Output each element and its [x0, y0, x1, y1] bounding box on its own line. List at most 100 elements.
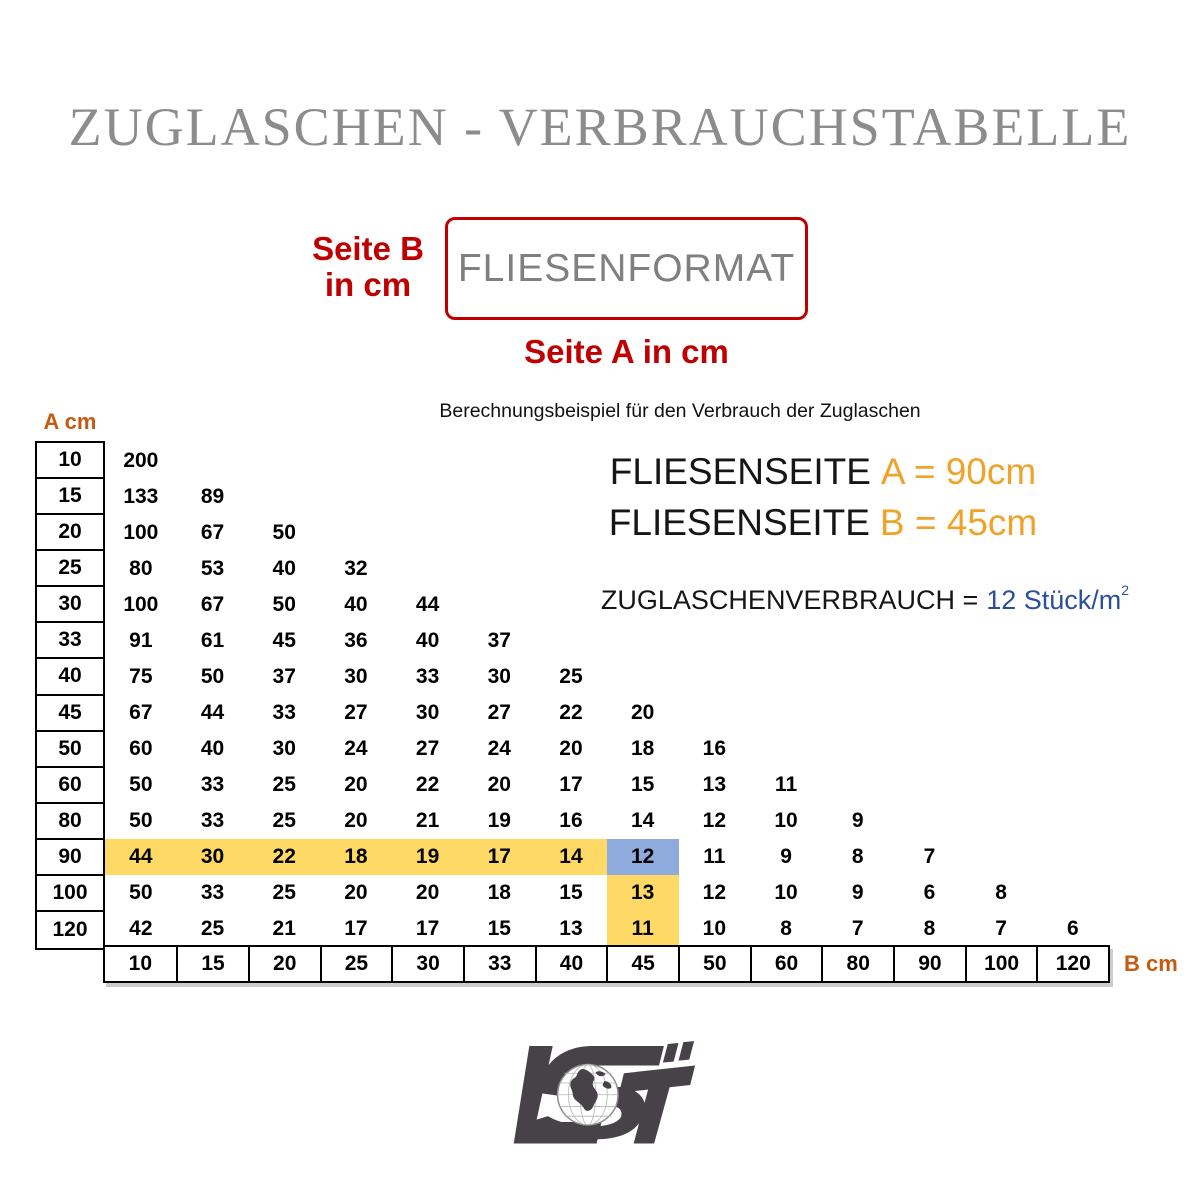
- consumption-cell: 6: [1066, 917, 1079, 940]
- consumption-cell: [965, 623, 1037, 659]
- a-axis-label: A cm: [43, 409, 97, 434]
- consumption-cell: 25: [272, 809, 296, 832]
- consumption-cell: 67: [200, 521, 225, 544]
- tile-side-label-a: FLIESENSEITE: [609, 451, 871, 492]
- tile-side-label-b: FLIESENSEITE: [608, 502, 870, 543]
- consumption-label: ZUGLASCHENVERBRAUCH =: [600, 585, 979, 615]
- consumption-cell: 37: [272, 665, 296, 688]
- consumption-cell: 40: [344, 593, 368, 616]
- consumption-cell: 8: [780, 917, 792, 940]
- consumption-cell: [750, 587, 822, 623]
- consumption-cell: [463, 443, 535, 479]
- consumption-cell: 25: [272, 773, 296, 796]
- consumption-cell: 14: [630, 809, 655, 832]
- consumption-cell: [965, 443, 1037, 479]
- consumption-cell: [965, 695, 1037, 731]
- col-header-cell: 33: [462, 947, 535, 981]
- side-a-value: A = 90cm: [880, 451, 1037, 492]
- consumption-cell: 22: [559, 701, 583, 724]
- consumption-cell: [965, 587, 1037, 623]
- col-header-cell: 90: [893, 947, 965, 981]
- consumption-cell: 100: [123, 521, 159, 544]
- consumption-cell: [822, 695, 894, 731]
- consumption-cell: 24: [344, 737, 368, 760]
- consumption-cell: 89: [200, 485, 225, 508]
- consumption-cell: [894, 551, 966, 587]
- consumption-cell: [177, 443, 249, 479]
- side-b-value: B = 45cm: [879, 502, 1038, 543]
- consumption-cell: 200: [123, 449, 159, 472]
- consumption-cell: 60: [129, 737, 153, 760]
- globe-icon: [556, 1063, 619, 1126]
- consumption-cell: 19: [487, 809, 511, 832]
- consumption-cell: 44: [415, 593, 440, 616]
- consumption-cell: [248, 479, 320, 515]
- consumption-cell: [1037, 587, 1109, 623]
- consumption-cell: 22: [415, 773, 440, 796]
- consumption-cell: 8: [923, 917, 936, 940]
- consumption-cell: [894, 479, 966, 515]
- row-header-cell: 30: [37, 587, 103, 624]
- consumption-cell: [535, 479, 607, 515]
- consumption-cell: 17: [559, 773, 583, 796]
- fliesenformat-box: FLIESENFORMAT: [445, 217, 808, 320]
- consumption-cell: 13: [559, 917, 583, 940]
- consumption-cell: 17: [463, 839, 536, 875]
- consumption-cell: [1037, 515, 1109, 551]
- consumption-cell: [607, 551, 679, 587]
- consumption-cell: [607, 659, 679, 695]
- consumption-cell: [1037, 839, 1109, 875]
- col-header-cell: 100: [964, 947, 1037, 981]
- consumption-cell: 11: [703, 845, 726, 868]
- lst-logo: [513, 1041, 696, 1144]
- consumption-cell: [607, 623, 679, 659]
- consumption-exponent: 2: [1121, 582, 1130, 598]
- example-intro: Berechnungsbeispiel für den Verbrauch de…: [439, 400, 921, 422]
- consumption-cell: 15: [487, 917, 511, 940]
- consumption-cell: 21: [415, 809, 440, 832]
- consumption-cell: [463, 479, 535, 515]
- consumption-cell: [392, 479, 464, 515]
- consumption-cell: [535, 515, 607, 551]
- consumption-cell: [1037, 803, 1109, 839]
- consumption-cell: 13: [702, 773, 727, 796]
- consumption-cell: [679, 515, 751, 551]
- col-header-cell: 15: [176, 947, 248, 981]
- row-header-cell: 40: [37, 659, 103, 696]
- consumption-cell: [463, 551, 535, 587]
- consumption-cell: 9: [851, 881, 864, 904]
- consumption-cell: [822, 731, 894, 767]
- consumption-cell: 27: [487, 701, 511, 724]
- consumption-cell: [1037, 479, 1109, 515]
- col-header-cell: 20: [247, 947, 320, 981]
- consumption-cell: 33: [415, 665, 440, 688]
- consumption-cell: [822, 659, 894, 695]
- consumption-cell: [750, 659, 822, 695]
- col-header-cell: 30: [391, 947, 463, 981]
- page-title: ZUGLASCHEN - VERBRAUCHSTABELLE: [68, 97, 1132, 157]
- consumption-cell: 91: [129, 629, 153, 652]
- consumption-cell: [750, 479, 822, 515]
- row-header-cell: 33: [37, 623, 103, 660]
- consumption-cell: [822, 515, 894, 551]
- consumption-cell: [679, 551, 751, 587]
- consumption-cell: 14: [535, 839, 607, 875]
- consumption-cell: 19: [391, 839, 464, 875]
- consumption-cell: 50: [272, 521, 296, 544]
- col-header-cell: 120: [1036, 947, 1108, 981]
- consumption-cell: [894, 695, 966, 731]
- consumption-cell: 11: [774, 773, 798, 796]
- consumption-cell: 10: [774, 809, 798, 832]
- consumption-cell: [463, 587, 535, 623]
- consumption-cell: 33: [200, 809, 225, 832]
- example-line-b: FLIESENSEITE B = 45cm: [588, 497, 1058, 548]
- consumption-cell: 80: [129, 557, 153, 580]
- consumption-cell: [894, 659, 966, 695]
- col-header-row: 10 15 20 25 30 33 40 45 50 60 80 90 100 120: [102, 945, 1111, 983]
- consumption-cell: 40: [200, 737, 225, 760]
- consumption-value: 12 Stück/m: [986, 585, 1122, 615]
- consumption-cell: 15: [559, 881, 583, 904]
- consumption-cell: [750, 443, 822, 479]
- consumption-cell: 7: [851, 917, 864, 940]
- side-b-line1: Seite B: [312, 230, 424, 267]
